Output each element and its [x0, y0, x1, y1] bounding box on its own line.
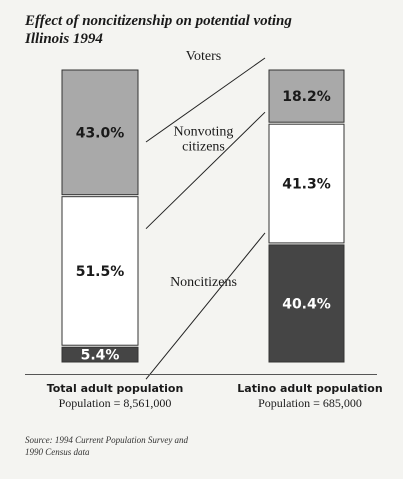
connector-nonvoting-citizens	[145, 111, 266, 230]
source-line-1: Source: 1994 Current Population Survey a…	[25, 435, 189, 445]
bar-1-label-noncitizens: 40.4%	[282, 296, 331, 312]
bar-0-label-voters: 43.0%	[76, 125, 125, 141]
category-label-noncitizens: Noncitizens	[170, 275, 237, 290]
population-latino: Population = 685,000	[258, 396, 362, 410]
bar-0-segment-voters	[61, 69, 139, 196]
category-label-nonvoting-citizens-line-1: citizens	[182, 139, 225, 154]
bar-1-segment-noncitizens	[268, 244, 345, 363]
bar-0-segment-nonvoting-citizens	[61, 196, 139, 346]
bar-1-label-voters: 18.2%	[282, 89, 331, 105]
connector-noncitizens	[145, 232, 266, 380]
bar-caption-total: Total adult population Population = 8,56…	[20, 382, 210, 411]
source-line-2: 1990 Census data	[25, 447, 90, 457]
population-total: Population = 8,561,000	[58, 396, 172, 410]
source-note: Source: 1994 Current Population Survey a…	[25, 434, 188, 458]
chart-title: Effect of noncitizenship on potential vo…	[25, 13, 292, 29]
connector-voters	[145, 57, 266, 143]
bar-name-latino: Latino adult population	[237, 382, 383, 395]
category-label-voters: Voters	[186, 49, 222, 64]
chart-subtitle: Illinois 1994	[25, 31, 103, 47]
baseline-rule	[25, 374, 377, 375]
bar-0-label-nonvoting-citizens: 51.5%	[76, 264, 125, 280]
bar-1-label-nonvoting-citizens: 41.3%	[282, 177, 331, 193]
bar-name-total: Total adult population	[46, 382, 184, 395]
bar-1-segment-nonvoting-citizens	[268, 123, 345, 244]
bar-0-label-noncitizens: 5.4%	[81, 348, 120, 364]
bar-1-segment-voters	[268, 69, 345, 123]
category-label-nonvoting-citizens-line-0: Nonvoting	[174, 124, 234, 139]
bar-0-segment-noncitizens	[61, 346, 139, 363]
bar-caption-latino: Latino adult population Population = 685…	[220, 382, 400, 411]
